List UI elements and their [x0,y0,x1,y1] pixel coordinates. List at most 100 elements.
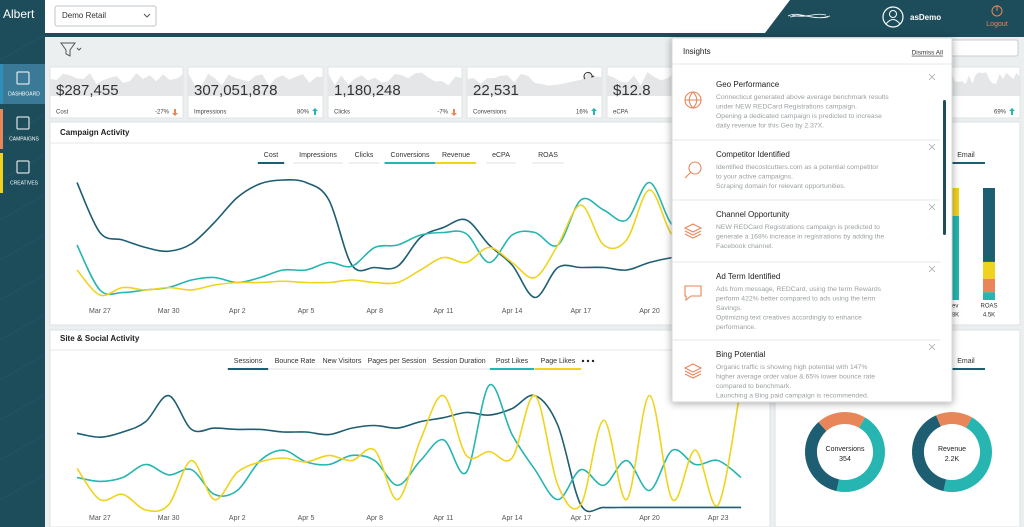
kpi-trend-arrow [591,108,597,115]
chart-tab[interactable]: Conversions [391,152,430,159]
panel-tab[interactable]: Email [957,358,975,365]
insight-text: Identified thecostcutters.com as a poten… [716,164,879,171]
chart-tab[interactable]: New Visitors [323,358,362,365]
x-tick-label: Apr 11 [433,515,453,522]
nav-icon [16,71,30,85]
insight-text: generate a 168% increase in registration… [716,233,884,240]
insight-close[interactable] [928,143,936,151]
kpi-change: 69% [994,110,1007,116]
filter-icon[interactable] [60,42,76,57]
sidebar-pattern [0,354,46,381]
dismiss-all[interactable]: Dismiss All [912,50,944,57]
user-avatar-body [885,19,901,25]
insights-background [671,37,953,403]
chart-title: Campaign Activity [60,128,130,137]
account-dropdown[interactable] [54,5,157,27]
insight-icon [683,223,703,239]
insights-panel: Insights Dismiss All Geo Performance Connec… [671,37,953,403]
insight-text: compared to benchmark. [716,383,791,390]
nav-item[interactable]: CAMPAIGNS [9,136,39,142]
insight-text: Ads from message, REDCard, using the ter… [716,286,882,293]
insight-title[interactable]: Ad Term Identified [716,272,780,281]
kpi-change: -7% [437,110,448,116]
panel-tab[interactable]: Email [957,152,975,159]
insight-close[interactable] [928,343,936,351]
x-tick-label: Apr 14 [502,515,523,522]
kpi-sparkline [328,72,462,96]
x-tick-label: Apr 11 [433,308,453,315]
insight-close[interactable] [928,73,936,81]
insight-text: Connecticut generated above average benc… [716,94,889,101]
bar-total: 7.8K [947,313,959,319]
kpi-change: 16% [576,110,589,116]
user-avatar-head [889,10,897,18]
insight-close[interactable] [928,203,936,211]
kpi-sparkline [952,72,1020,96]
kpi-label: Conversions [473,110,506,116]
series-line [76,385,742,513]
x-tick-label: Mar 30 [158,515,180,522]
more-tabs-dot[interactable] [586,359,590,363]
sidebar-pattern [0,234,46,261]
x-tick-label: Apr 8 [366,515,383,522]
nav-item[interactable]: DASHBOARD [8,91,40,97]
sidebar-pattern [0,194,46,221]
x-tick-label: Apr 5 [298,515,315,522]
x-tick-label: Apr 20 [639,515,660,522]
chart-tab[interactable]: Page Likes [541,358,576,365]
chart-tab[interactable]: Post Likes [496,358,529,365]
bar-total: 4.5K [983,313,995,319]
kpi-trend-arrow [172,109,178,116]
bar-label: Rev [948,304,959,310]
chart-tab[interactable]: Sessions [234,358,263,365]
insight-close[interactable] [928,265,936,273]
insights-title: Insights [683,47,711,56]
kpi-value: 307,051,878 [194,82,277,99]
insight-title[interactable]: Bing Potential [716,350,766,359]
insight-title[interactable]: Channel Opportunity [716,210,789,219]
kpi-refresh-icon [583,71,595,80]
chart-tab[interactable]: Bounce Rate [275,358,316,365]
insight-text: under NEW REDCard Registrations campaign… [716,103,857,110]
chart-tab[interactable]: Session Duration [432,358,485,365]
chart-tab[interactable]: ROAS [538,152,558,159]
logout-link[interactable]: Logout [986,21,1007,28]
insights-scrollbar[interactable] [943,100,946,235]
sidebar-pattern [0,314,46,341]
more-tabs-dot[interactable] [591,359,595,363]
chart-tab[interactable]: Cost [264,152,278,159]
sidebar-pattern [0,154,46,181]
stacked-bar-segment [983,278,995,293]
chart-tab[interactable]: Revenue [442,152,470,159]
user-name: asDemo [910,13,941,22]
kpi-label: eCPA [613,110,628,116]
account-name[interactable]: Demo Retail [62,11,106,20]
panel [49,121,771,326]
nav-item[interactable]: CREATIVES [10,180,39,186]
x-tick-label: Mar 27 [89,515,111,522]
chart-tab[interactable]: Impressions [299,152,337,159]
series-line [76,179,696,299]
insight-text: performance. [716,324,756,331]
insight-title[interactable]: Geo Performance [716,80,780,89]
user-avatar[interactable] [882,6,904,28]
more-tabs-dot[interactable] [581,359,585,363]
donut-segment [912,412,992,493]
chart-tab[interactable]: eCPA [492,152,510,159]
filter-chevron [76,47,82,51]
series-line [76,189,696,297]
insight-title[interactable]: Competitor Identified [716,150,790,159]
insight-text: perform 422% better compared to ads usin… [716,295,876,302]
bar-label: ROAS [980,304,997,310]
x-tick-label: Apr 2 [229,308,246,315]
chart-tab[interactable]: Clicks [355,152,374,159]
sidebar-pattern [0,274,46,301]
date-dropdown[interactable] [944,39,1019,57]
top-bar-band [45,0,1024,37]
x-tick-label: Apr 17 [570,308,591,315]
chart-tab[interactable]: Pages per Session [368,358,427,365]
nav-accent [0,109,3,149]
donut-total: 354 [839,456,851,463]
